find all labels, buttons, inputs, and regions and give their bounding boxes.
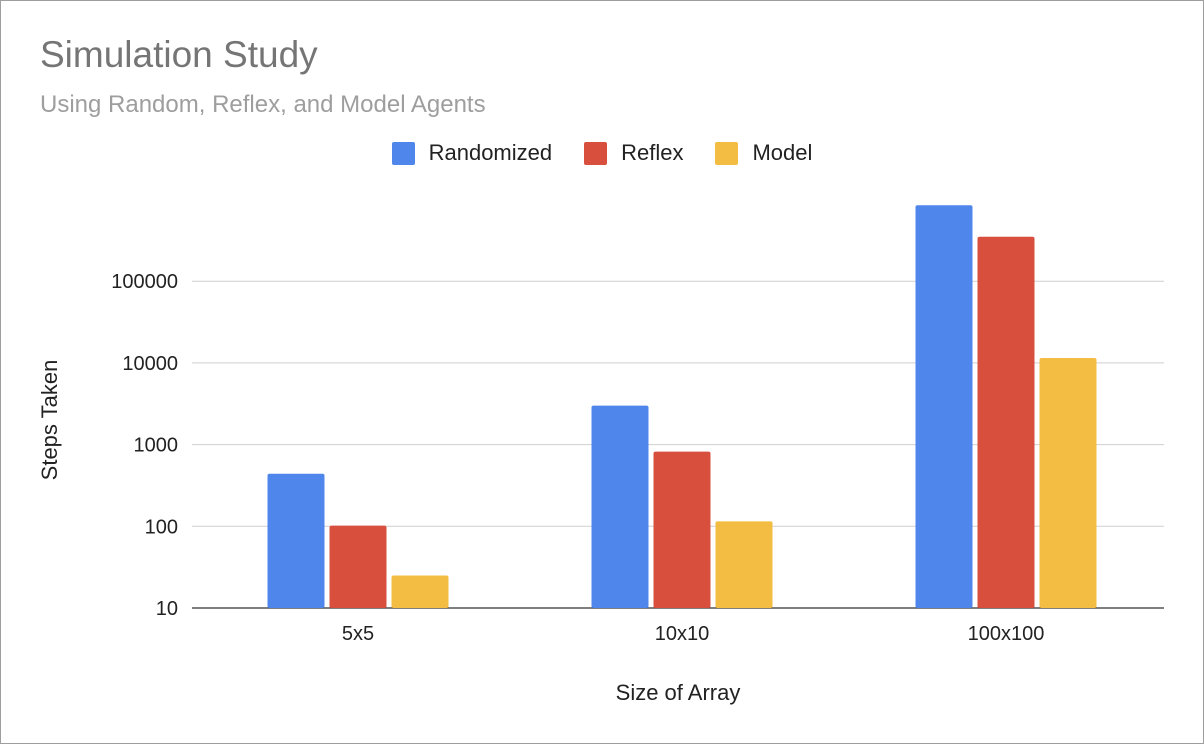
bar-reflex-10x10[interactable] — [653, 451, 711, 608]
legend-swatch-randomized — [391, 141, 415, 165]
x-tick-label: 10x10 — [655, 623, 710, 645]
legend-item-model[interactable]: Model — [715, 140, 812, 166]
y-axis-label: Steps Taken — [37, 360, 62, 481]
legend-item-reflex[interactable]: Reflex — [584, 140, 683, 166]
bar-randomized-10x10[interactable] — [591, 405, 649, 608]
x-axis-label: Size of Array — [616, 680, 741, 705]
y-tick-label: 100 — [145, 516, 178, 538]
legend-item-randomized[interactable]: Randomized — [391, 140, 553, 166]
x-tick-label: 100x100 — [968, 623, 1045, 645]
chart-subtitle: Using Random, Reflex, and Model Agents — [40, 91, 486, 118]
bar-randomized-100x100[interactable] — [915, 205, 973, 608]
bar-reflex-100x100[interactable] — [977, 236, 1035, 608]
y-tick-label: 10 — [156, 598, 178, 620]
chart-title: Simulation Study — [40, 34, 318, 75]
bars — [267, 205, 1097, 608]
bar-model-5x5[interactable] — [391, 575, 449, 608]
legend-label-model: Model — [752, 140, 813, 165]
bar-randomized-5x5[interactable] — [267, 473, 325, 608]
legend-label-randomized: Randomized — [428, 140, 553, 165]
y-tick-label: 1000 — [134, 435, 179, 457]
legend-swatch-reflex — [584, 141, 608, 165]
x-tick-labels: 5x5 10x10 100x100 — [342, 623, 1045, 645]
bar-reflex-5x5[interactable] — [329, 525, 387, 608]
chart-legend: Randomized Reflex Model — [0, 140, 1204, 166]
legend-swatch-model — [715, 141, 739, 165]
x-tick-label: 5x5 — [342, 623, 374, 645]
bar-model-100x100[interactable] — [1039, 357, 1097, 608]
y-tick-labels: 10 100 1000 10000 100000 — [111, 271, 178, 620]
legend-label-reflex: Reflex — [621, 140, 684, 165]
bar-model-10x10[interactable] — [715, 521, 773, 608]
y-tick-label: 100000 — [111, 271, 178, 293]
y-tick-label: 10000 — [122, 353, 178, 375]
